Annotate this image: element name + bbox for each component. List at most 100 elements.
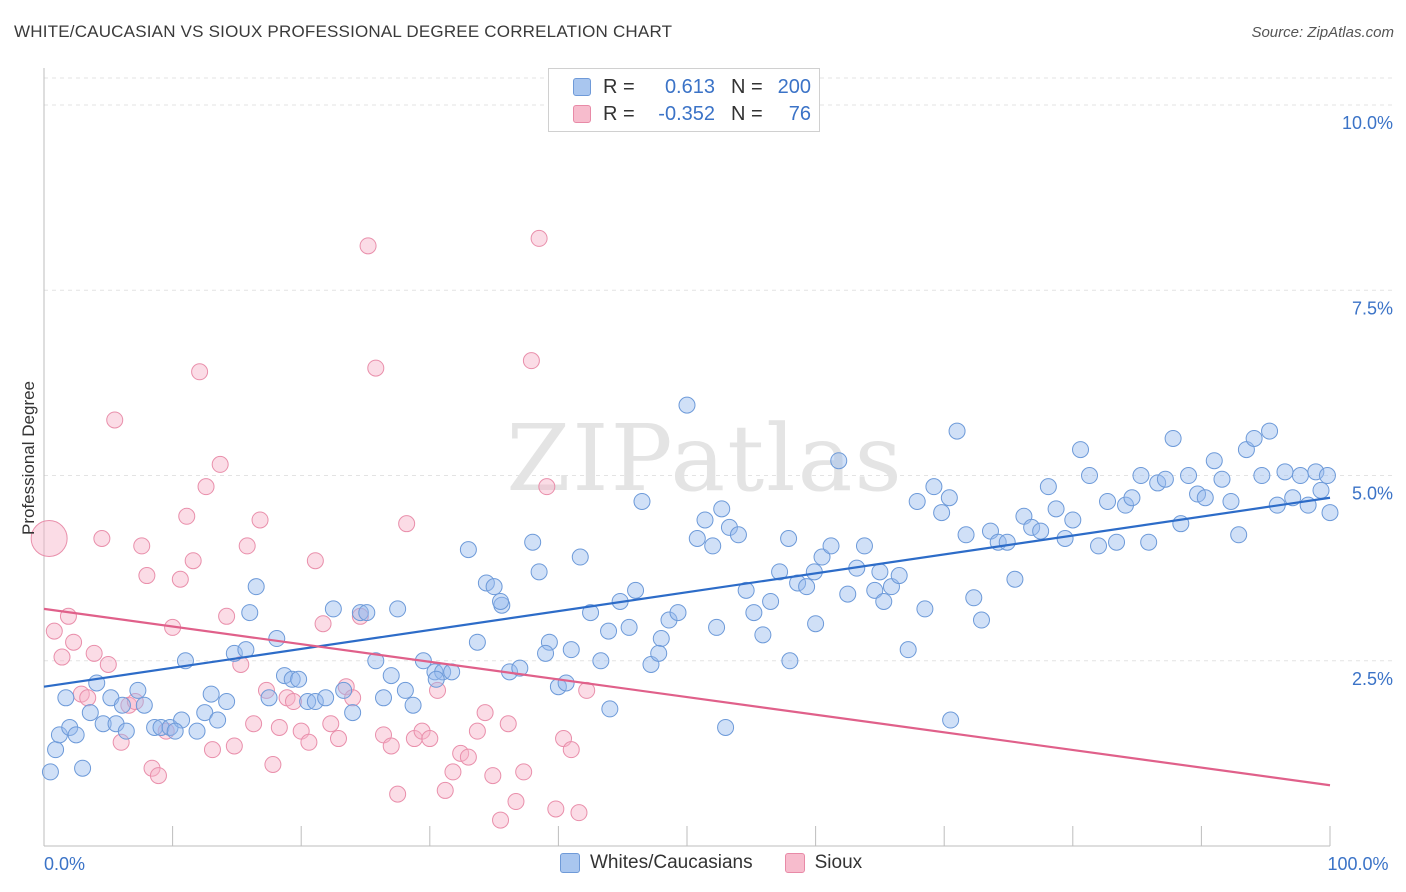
sioux-point <box>421 730 439 748</box>
white-point <box>1196 489 1214 507</box>
sioux-point <box>53 648 71 666</box>
white-point <box>890 567 908 585</box>
sioux-point <box>547 800 565 818</box>
sioux-point <box>344 689 362 707</box>
white-point <box>247 578 265 596</box>
sioux-point <box>225 737 243 755</box>
white-point <box>129 681 147 699</box>
white-point <box>762 592 780 610</box>
sioux-point <box>452 744 470 762</box>
white-point <box>678 396 696 414</box>
sioux-point <box>367 359 385 377</box>
white-point <box>351 604 369 622</box>
white-point <box>813 548 831 566</box>
white-point <box>916 600 934 618</box>
sioux-point <box>133 537 151 555</box>
white-point <box>358 604 376 622</box>
sioux-point <box>484 767 502 785</box>
white-point <box>459 541 477 559</box>
r-value: -0.352 <box>658 102 715 125</box>
sioux-point <box>149 767 167 785</box>
white-point <box>41 763 59 781</box>
sioux-point <box>184 552 202 570</box>
white-point <box>1253 467 1271 485</box>
sioux-point <box>79 689 97 707</box>
white-point <box>1006 570 1024 588</box>
white-point <box>283 670 301 688</box>
white-point <box>688 530 706 548</box>
sioux-point <box>468 722 486 740</box>
white-point <box>713 500 731 518</box>
white-point <box>524 533 542 551</box>
white-point <box>822 537 840 555</box>
y-axis-title: Professional Degree <box>19 381 38 535</box>
white-point <box>633 492 651 510</box>
white-point <box>537 644 555 662</box>
white-point <box>324 600 342 618</box>
legend-row-whites: R = 0.613 N = 200 <box>573 75 811 99</box>
legend-item-sioux[interactable]: Sioux <box>784 852 863 874</box>
sioux-point <box>476 704 494 722</box>
white-point <box>696 511 714 529</box>
white-point <box>582 604 600 622</box>
white-point <box>1023 518 1041 536</box>
white-point <box>940 489 958 507</box>
white-point <box>117 722 135 740</box>
white-point <box>1213 470 1231 488</box>
legend-item-whites[interactable]: Whites/Caucasians <box>560 852 753 874</box>
white-point <box>933 504 951 522</box>
white-point <box>708 618 726 636</box>
sioux-point <box>314 615 332 633</box>
sioux-point <box>232 655 250 673</box>
x-tick-label: 0.0% <box>44 854 85 874</box>
sioux-point <box>197 478 215 496</box>
sioux-point <box>444 763 462 781</box>
white-point <box>1032 522 1050 540</box>
white-point <box>1140 533 1158 551</box>
white-point <box>1123 489 1141 507</box>
white-point <box>404 696 422 714</box>
white-point <box>530 563 548 581</box>
sioux-point <box>203 741 221 759</box>
white-point <box>855 537 873 555</box>
sioux-point <box>538 478 556 496</box>
white-point <box>375 689 393 707</box>
white-point <box>152 718 170 736</box>
white-point <box>948 422 966 440</box>
sioux-point <box>211 455 229 473</box>
white-point <box>268 630 286 648</box>
source-label: Source: ZipAtlas.com <box>1251 24 1394 41</box>
sioux-point <box>389 785 407 803</box>
legend-swatch-blue <box>560 853 580 873</box>
white-point <box>704 537 722 555</box>
n-label: N = <box>731 102 763 125</box>
sioux-point <box>270 718 288 736</box>
white-point <box>344 704 362 722</box>
white-point <box>745 604 763 622</box>
white-point <box>899 641 917 659</box>
sioux-point <box>284 693 302 711</box>
white-point <box>652 630 670 648</box>
white-point <box>871 563 889 581</box>
sioux-point <box>459 748 477 766</box>
sioux-point <box>300 733 318 751</box>
white-point <box>737 581 755 599</box>
white-point <box>290 670 308 688</box>
legend-label-sioux: Sioux <box>814 852 863 873</box>
sioux-point <box>359 237 377 255</box>
white-point <box>173 711 191 729</box>
white-point <box>601 700 619 718</box>
white-point <box>771 563 789 581</box>
sioux-point <box>329 730 347 748</box>
legend-row-sioux: R = -0.352 N = 76 <box>573 102 811 126</box>
r-label: R = <box>603 102 635 125</box>
sioux-point <box>93 530 111 548</box>
sioux-point <box>570 804 588 822</box>
white-point <box>275 667 293 685</box>
white-point <box>780 530 798 548</box>
sioux-point <box>171 570 189 588</box>
white-point <box>468 633 486 651</box>
sioux-point <box>507 793 525 811</box>
white-point <box>382 667 400 685</box>
